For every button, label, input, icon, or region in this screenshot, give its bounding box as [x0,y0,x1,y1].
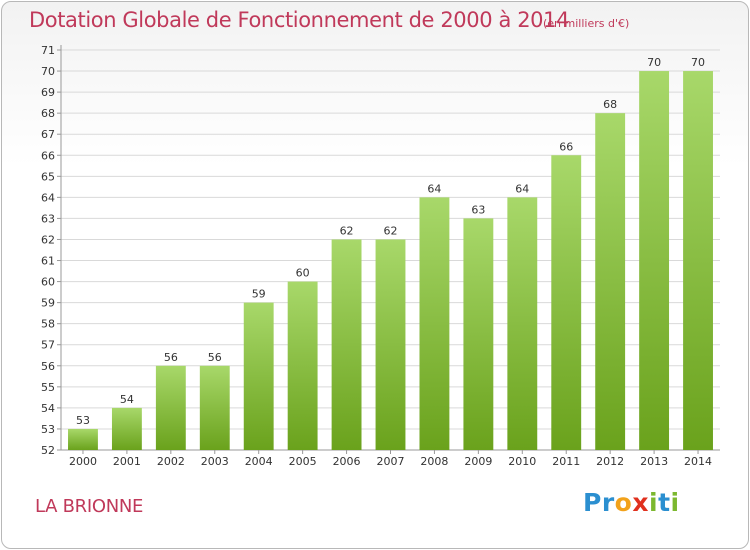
x-tick-label: 2004 [245,455,273,468]
bar-value-label: 62 [340,224,354,237]
y-tick-label: 52 [41,444,55,457]
y-tick-label: 70 [41,65,55,78]
y-tick-label: 60 [41,276,55,289]
logo-letter: x [632,488,649,517]
y-tick-label: 65 [41,170,55,183]
logo-letter: i [649,488,659,517]
y-tick-label: 57 [41,339,55,352]
logo-letter: P [583,488,602,517]
bar-value-label: 59 [252,288,266,301]
bar-value-label: 66 [559,140,573,153]
y-tick-label: 71 [41,44,55,57]
x-tick-label: 2014 [684,455,712,468]
bar [287,281,318,450]
bar-value-label: 54 [120,393,134,406]
x-tick-label: 2012 [596,455,624,468]
x-tick-label: 2003 [201,455,229,468]
y-tick-label: 63 [41,212,55,225]
x-axis: 2000 2001 2002 2003 2004 2005 2006 2007 2008 2009… [69,450,712,468]
bar-value-label: 70 [691,56,705,69]
bar-value-label: 68 [603,98,617,111]
y-tick-label: 55 [41,381,55,394]
x-tick-label: 2010 [508,455,536,468]
x-tick-label: 2007 [377,455,405,468]
y-tick-label: 67 [41,128,55,141]
bar [375,239,406,450]
x-tick-label: 2013 [640,455,668,468]
x-tick-label: 2005 [289,455,317,468]
bar [331,239,362,450]
bar [155,365,186,450]
bar-value-label: 60 [296,267,310,280]
y-tick-label: 68 [41,107,55,120]
x-tick-label: 2006 [333,455,361,468]
y-tick-label: 58 [41,318,55,331]
x-tick-label: 2002 [157,455,185,468]
y-tick-label: 59 [41,297,55,310]
bar [551,155,582,450]
chart-title: Dotation Globale de Fonctionnement de 20… [29,8,570,32]
bar [68,428,98,450]
y-tick-label: 61 [41,255,55,268]
bar-value-label: 53 [76,414,90,427]
y-tick-label: 66 [41,149,55,162]
bar-value-label: 64 [427,182,441,195]
y-tick-label: 64 [41,191,55,204]
logo-letter: t [658,488,671,517]
bar-value-label: 62 [384,224,398,237]
bar-value-label: 64 [515,182,529,195]
bar-value-label: 56 [164,351,178,364]
bar [199,365,230,450]
x-tick-label: 2009 [464,455,492,468]
y-tick-label: 62 [41,233,55,246]
bar [111,407,142,450]
x-tick-label: 2000 [69,455,97,468]
y-tick-label: 54 [41,402,55,415]
bar [507,197,538,450]
y-tick-label: 53 [41,423,55,436]
proxiti-logo[interactable]: Proxiti [583,488,680,517]
logo-letter: i [670,488,680,517]
bar [639,71,670,450]
bar [463,218,494,450]
commune-name: LA BRIONNE [35,496,144,517]
y-tick-label: 69 [41,86,55,99]
bar-value-label: 56 [208,351,222,364]
bar [683,71,713,450]
logo-letter: r [601,488,615,517]
x-tick-label: 2001 [113,455,141,468]
chart-unit: (en milliers d'€) [543,17,630,30]
bar-value-label: 63 [471,203,485,216]
bar [243,302,274,450]
bar [595,113,626,450]
logo-letter: o [614,488,633,517]
bar-value-label: 70 [647,56,661,69]
y-tick-label: 56 [41,360,55,373]
x-tick-label: 2011 [552,455,580,468]
bars: 53 54 56 56 59 60 62 62 64 63 64 66 68 70 70 [68,56,713,450]
bar [419,197,450,450]
x-tick-label: 2008 [420,455,448,468]
